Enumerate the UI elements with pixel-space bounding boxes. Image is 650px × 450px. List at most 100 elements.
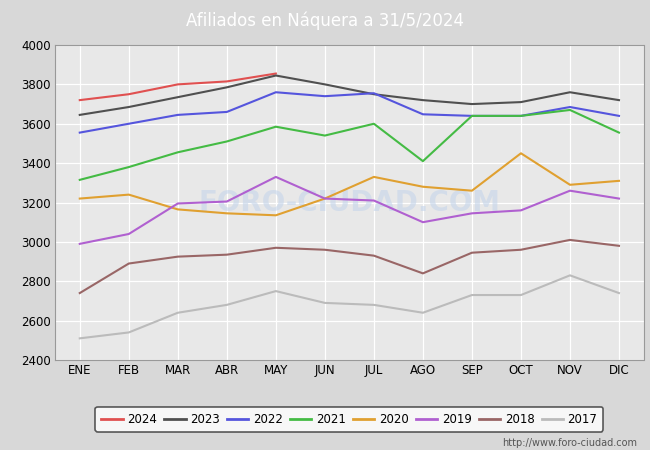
Line: 2019: 2019 (80, 177, 619, 244)
2021 (468, 113, 476, 118)
2022 (272, 90, 280, 95)
2022 (174, 112, 182, 117)
2021 (566, 107, 574, 112)
2019 (223, 199, 231, 204)
2021 (272, 124, 280, 130)
2021 (517, 113, 525, 118)
2019 (125, 231, 133, 237)
2022 (76, 130, 84, 135)
2023 (223, 85, 231, 90)
2023 (566, 90, 574, 95)
2023 (370, 91, 378, 97)
2021 (223, 139, 231, 144)
2017 (125, 330, 133, 335)
2019 (468, 211, 476, 216)
2020 (419, 184, 427, 189)
Line: 2022: 2022 (80, 92, 619, 133)
2020 (272, 212, 280, 218)
2018 (615, 243, 623, 248)
2022 (125, 121, 133, 126)
2023 (321, 82, 329, 87)
Line: 2024: 2024 (80, 73, 276, 100)
2018 (174, 254, 182, 259)
2018 (517, 247, 525, 252)
2023 (517, 99, 525, 105)
2020 (321, 196, 329, 201)
2019 (321, 196, 329, 201)
2023 (272, 73, 280, 78)
2017 (321, 300, 329, 306)
2019 (615, 196, 623, 201)
2020 (615, 178, 623, 184)
Line: 2017: 2017 (80, 275, 619, 338)
2019 (174, 201, 182, 206)
2017 (370, 302, 378, 308)
2020 (517, 151, 525, 156)
2019 (370, 198, 378, 203)
2018 (419, 270, 427, 276)
2020 (566, 182, 574, 188)
2017 (223, 302, 231, 308)
2018 (76, 290, 84, 296)
2024 (76, 98, 84, 103)
2021 (419, 158, 427, 164)
2023 (125, 104, 133, 110)
Text: Afiliados en Náquera a 31/5/2024: Afiliados en Náquera a 31/5/2024 (186, 11, 464, 30)
2023 (174, 94, 182, 100)
2018 (370, 253, 378, 258)
2019 (517, 208, 525, 213)
2023 (615, 98, 623, 103)
2020 (223, 211, 231, 216)
Line: 2020: 2020 (80, 153, 619, 215)
2020 (468, 188, 476, 194)
2020 (370, 174, 378, 180)
2022 (566, 104, 574, 110)
2019 (419, 220, 427, 225)
2017 (615, 290, 623, 296)
2020 (125, 192, 133, 197)
2021 (615, 130, 623, 135)
2020 (174, 207, 182, 212)
2024 (125, 91, 133, 97)
2018 (566, 237, 574, 243)
2022 (468, 113, 476, 118)
2017 (419, 310, 427, 315)
2018 (272, 245, 280, 251)
2022 (419, 112, 427, 117)
2022 (370, 90, 378, 96)
2022 (321, 94, 329, 99)
2024 (174, 82, 182, 87)
2021 (76, 177, 84, 183)
2023 (419, 98, 427, 103)
2022 (517, 113, 525, 118)
2021 (174, 149, 182, 155)
2018 (125, 261, 133, 266)
2024 (272, 71, 280, 76)
Line: 2021: 2021 (80, 110, 619, 180)
2021 (125, 164, 133, 170)
Line: 2023: 2023 (80, 76, 619, 115)
2023 (468, 101, 476, 107)
2019 (566, 188, 574, 194)
2018 (321, 247, 329, 252)
2024 (223, 79, 231, 84)
2017 (174, 310, 182, 315)
2017 (272, 288, 280, 294)
2019 (76, 241, 84, 247)
2020 (76, 196, 84, 201)
2021 (370, 121, 378, 126)
Legend: 2024, 2023, 2022, 2021, 2020, 2019, 2018, 2017: 2024, 2023, 2022, 2021, 2020, 2019, 2018… (96, 407, 603, 432)
2017 (517, 292, 525, 298)
2018 (468, 250, 476, 256)
2017 (76, 336, 84, 341)
2021 (321, 133, 329, 138)
2018 (223, 252, 231, 257)
Line: 2018: 2018 (80, 240, 619, 293)
2017 (566, 273, 574, 278)
2022 (615, 113, 623, 118)
Text: FORO-CIUDAD.COM: FORO-CIUDAD.COM (198, 189, 500, 216)
Text: http://www.foro-ciudad.com: http://www.foro-ciudad.com (502, 438, 637, 448)
2022 (223, 109, 231, 115)
2023 (76, 112, 84, 117)
2019 (272, 174, 280, 180)
